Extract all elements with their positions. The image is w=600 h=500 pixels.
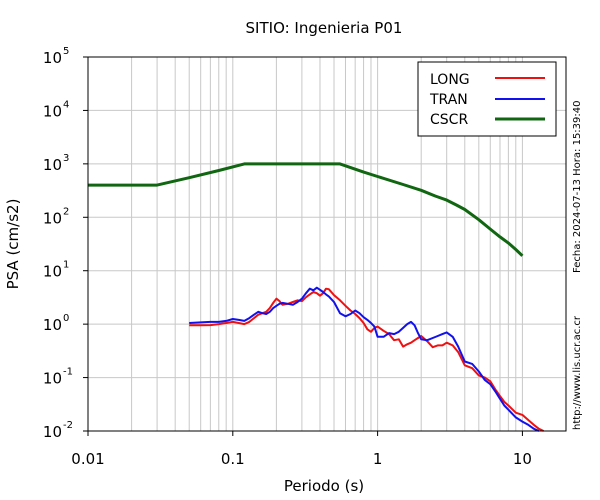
y-tick-label-base: 10 bbox=[43, 49, 62, 67]
legend-label-tran: TRAN bbox=[429, 92, 468, 108]
chart-title: SITIO: Ingenieria P01 bbox=[246, 19, 403, 37]
timestamp-text: Fecha: 2024-07-13 Hora: 15:39:40 bbox=[572, 101, 583, 274]
y-tick-label-exponent: -1 bbox=[63, 367, 73, 378]
y-tick-label-exponent: 3 bbox=[63, 153, 69, 164]
x-tick-label: 0.1 bbox=[221, 450, 245, 468]
series-line-tran bbox=[189, 286, 540, 432]
y-tick-label-base: 10 bbox=[43, 209, 62, 227]
x-axis-label: Periodo (s) bbox=[284, 477, 364, 495]
legend-label-long: LONG bbox=[430, 72, 470, 88]
y-tick-label-exponent: 5 bbox=[63, 46, 69, 57]
y-tick-label-exponent: 1 bbox=[63, 260, 69, 271]
y-tick-label-base: 10 bbox=[43, 316, 62, 334]
y-tick-label-base: 10 bbox=[43, 263, 62, 281]
y-axis-label: PSA (cm/s2) bbox=[4, 199, 22, 290]
y-tick-label-exponent: 0 bbox=[63, 313, 69, 324]
series-line-long bbox=[189, 287, 545, 432]
y-tick-label-base: 10 bbox=[43, 370, 62, 388]
y-tick-label-exponent: 2 bbox=[63, 206, 69, 217]
plot-frame bbox=[87, 56, 567, 432]
y-tick-label-exponent: -2 bbox=[63, 420, 73, 431]
y-tick-label-base: 10 bbox=[43, 156, 62, 174]
source-url-text: http://www.lis.ucr.ac.cr bbox=[572, 315, 583, 430]
legend: LONG TRAN CSCR bbox=[417, 61, 557, 137]
x-tick-label: 10 bbox=[513, 450, 532, 468]
y-tick-label-base: 10 bbox=[43, 102, 62, 120]
y-tick-label-base: 10 bbox=[43, 423, 62, 441]
legend-label-cscr: CSCR bbox=[430, 112, 468, 128]
data-series bbox=[88, 162, 545, 432]
x-tick-label: 0.01 bbox=[71, 450, 104, 468]
series-line-cscr bbox=[88, 162, 524, 257]
x-tick-label: 1 bbox=[373, 450, 383, 468]
y-tick-label-exponent: 4 bbox=[63, 99, 69, 110]
